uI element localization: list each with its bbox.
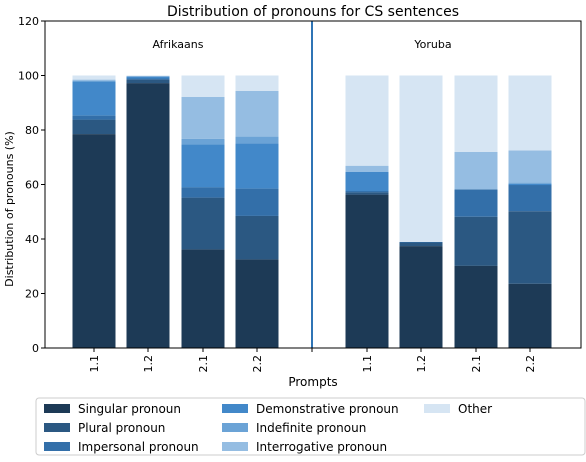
x-tick-label-2: 1.2: [142, 355, 155, 373]
bar-segment-1-4: [235, 259, 279, 348]
y-tick-label-5: 80: [25, 124, 39, 137]
bar-segment-3-7: [454, 189, 498, 217]
bar-segment-2-4: [235, 215, 279, 260]
bar-segment-3-2: [126, 78, 170, 80]
bars-layer: [72, 75, 552, 348]
legend-label-7: Other: [458, 402, 492, 416]
legend-swatch-7: [424, 404, 450, 413]
legend-label-3: Impersonal pronoun: [78, 440, 199, 454]
bar-segment-7-7: [454, 75, 498, 152]
bar-segment-6-3: [181, 97, 225, 139]
x-tick-label-4: 2.2: [251, 355, 264, 373]
bar-segment-4-4: [235, 143, 279, 189]
legend-label-4: Demonstrative pronoun: [256, 402, 399, 416]
bar-segment-3-6: [399, 242, 443, 243]
bar-segment-2-3: [181, 197, 225, 250]
bar-segment-7-6: [399, 75, 443, 242]
bar-segment-5-8: [508, 182, 552, 184]
x-tick-label-7: 2.1: [470, 355, 483, 373]
group-labels-layer: Afrikaans Yoruba: [153, 38, 452, 51]
bar-segment-2-1: [72, 119, 116, 134]
bar-segment-7-2: [126, 75, 170, 77]
x-tick-label-1: 1.1: [88, 355, 101, 373]
bar-segment-2-7: [454, 216, 498, 266]
y-tick-label-2: 20: [25, 288, 39, 301]
bar-segment-1-7: [454, 265, 498, 348]
legend: Singular pronoun Plural pronoun Impersonal…: [35, 397, 586, 456]
bar-segment-7-3: [181, 75, 225, 97]
x-tick-label-8: 2.2: [524, 355, 537, 373]
x-tick-label-5: 1.1: [361, 355, 374, 373]
bar-segment-2-6: [399, 242, 443, 246]
x-tick-label-6: 1.2: [415, 355, 428, 373]
bar-segment-6-4: [235, 91, 279, 137]
y-axis-label: Distribution of pronouns (%): [3, 131, 16, 287]
bar-segment-4-3: [181, 144, 225, 188]
y-tick-label-3: 40: [25, 233, 39, 246]
x-axis: 1.1 1.2 2.1 2.2 1.1 1.2 2.1 2.2: [88, 348, 537, 373]
bar-segment-3-8: [508, 185, 552, 212]
legend-swatch-5: [222, 423, 248, 432]
legend-swatch-6: [222, 442, 248, 451]
bar-segment-5-4: [235, 136, 279, 144]
legend-swatch-4: [222, 404, 248, 413]
bar-segment-1-6: [399, 246, 443, 348]
bar-segment-4-8: [508, 183, 552, 186]
y-tick-label-1: 0: [32, 342, 39, 355]
group-label-1: Afrikaans: [153, 38, 204, 51]
bar-segment-1-3: [181, 249, 225, 348]
y-tick-label-4: 60: [25, 179, 39, 192]
x-axis-label: Prompts: [288, 375, 337, 389]
chart-title: Distribution of pronouns for CS sentence…: [167, 4, 459, 20]
y-axis: 0 20 40 60 80 100 120: [18, 15, 45, 355]
bar-segment-4-1: [72, 81, 116, 116]
bar-segment-3-3: [181, 187, 225, 198]
plot-frame: [44, 20, 582, 349]
bar-segment-6-1: [72, 79, 116, 82]
legend-label-5: Indefinite pronoun: [256, 421, 366, 435]
bar-segment-4-5: [345, 172, 389, 192]
bar-segment-5-3: [181, 138, 225, 145]
bar-segment-2-2: [126, 79, 170, 84]
bar-segment-7-1: [72, 75, 116, 80]
x-tick-label-3: 2.1: [197, 355, 210, 373]
legend-label-1: Singular pronoun: [78, 402, 181, 416]
bar-segment-4-2: [126, 76, 170, 79]
bar-segment-1-5: [345, 194, 389, 348]
legend-swatch-3: [44, 442, 70, 451]
legend-swatch-2: [44, 423, 70, 432]
group-label-2: Yoruba: [413, 38, 451, 51]
bar-segment-6-7: [454, 151, 498, 190]
legend-swatch-1: [44, 404, 70, 413]
bar-segment-1-1: [72, 134, 116, 348]
bar-segment-2-5: [345, 192, 389, 195]
bar-segment-3-4: [235, 188, 279, 216]
bar-segment-7-8: [508, 75, 552, 151]
bar-segment-1-8: [508, 283, 552, 348]
bar-segment-6-8: [508, 150, 552, 183]
bar-segment-6-5: [345, 165, 389, 172]
legend-label-6: Interrogative pronoun: [256, 440, 387, 454]
bar-segment-2-8: [508, 211, 552, 284]
legend-label-2: Plural pronoun: [78, 421, 165, 435]
bar-segment-3-5: [345, 191, 389, 193]
y-tick-label-7: 120: [18, 15, 39, 28]
bar-segment-7-5: [345, 75, 389, 166]
bar-segment-1-2: [126, 83, 170, 348]
y-tick-label-6: 100: [18, 70, 39, 83]
bar-segment-7-4: [235, 75, 279, 91]
bar-segment-3-1: [72, 115, 116, 120]
